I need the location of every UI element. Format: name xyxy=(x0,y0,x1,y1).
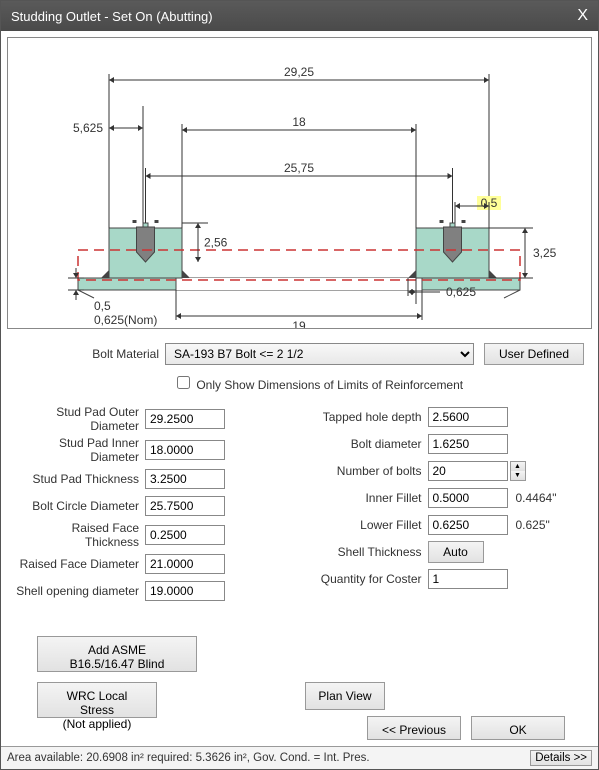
field-input[interactable] xyxy=(145,525,225,545)
field-input[interactable] xyxy=(428,434,508,454)
svg-text:0,5: 0,5 xyxy=(481,196,498,210)
svg-text:0,625: 0,625 xyxy=(446,285,476,299)
field-label: Stud Pad Inner Diameter xyxy=(15,436,145,464)
field-suffix: 0.625" xyxy=(516,518,550,532)
svg-text:5,625: 5,625 xyxy=(73,121,103,135)
field-label: Bolt diameter xyxy=(308,437,428,451)
field-input[interactable] xyxy=(145,440,225,460)
left-column: Stud Pad Outer Diameter Stud Pad Inner Di… xyxy=(15,402,292,606)
field-input[interactable] xyxy=(428,407,508,427)
field-input[interactable] xyxy=(428,515,508,535)
field-row: Stud Pad Thickness xyxy=(15,467,292,491)
field-label: Bolt Circle Diameter xyxy=(15,499,145,513)
field-input[interactable] xyxy=(145,409,225,429)
field-row: Bolt Circle Diameter xyxy=(15,494,292,518)
field-row: Raised Face Thickness xyxy=(15,521,292,549)
field-row: Shell ThicknessAuto xyxy=(308,540,585,564)
field-input[interactable] xyxy=(428,461,508,481)
field-input[interactable] xyxy=(145,496,225,516)
field-label: Lower Fillet xyxy=(308,518,428,532)
field-row: Bolt diameter xyxy=(308,432,585,456)
bolt-material-row: Bolt Material SA-193 B7 Bolt <= 2 1/2 Us… xyxy=(15,343,584,365)
plan-view-button[interactable]: Plan View xyxy=(305,682,385,710)
field-label: Shell opening diameter xyxy=(15,584,145,598)
wrc-local-stress-button[interactable]: WRC Local Stress (Not applied) xyxy=(37,682,157,718)
limits-checkbox-label[interactable]: Only Show Dimensions of Limits of Reinfo… xyxy=(173,378,463,392)
content: 29,255,6251825,750,52,563,250,50,625(Nom… xyxy=(1,31,598,746)
titlebar: Studding Outlet - Set On (Abutting) X xyxy=(1,1,598,31)
field-label: Number of bolts xyxy=(308,464,428,478)
svg-text:3,25: 3,25 xyxy=(533,246,557,260)
ok-button[interactable]: OK xyxy=(471,716,565,740)
field-label: Tapped hole depth xyxy=(308,410,428,424)
limits-checkbox-row: Only Show Dimensions of Limits of Reinfo… xyxy=(173,373,584,392)
svg-text:0,5: 0,5 xyxy=(94,299,111,313)
add-asme-blind-button[interactable]: Add ASME B16.5/16.47 Blind xyxy=(37,636,197,672)
spinner-up-icon[interactable]: ▲ xyxy=(511,462,525,471)
svg-text:19: 19 xyxy=(292,319,306,328)
field-input[interactable] xyxy=(145,581,225,601)
fields-columns: Stud Pad Outer Diameter Stud Pad Inner Di… xyxy=(15,402,584,606)
limits-checkbox[interactable] xyxy=(177,376,190,389)
field-label: Stud Pad Thickness xyxy=(15,472,145,486)
field-row: Raised Face Diameter xyxy=(15,552,292,576)
shell-thickness-auto-button[interactable]: Auto xyxy=(428,541,484,563)
diagram-svg: 29,255,6251825,750,52,563,250,50,625(Nom… xyxy=(8,38,591,328)
spinner: ▲▼ xyxy=(510,461,526,481)
close-icon[interactable]: X xyxy=(577,7,588,25)
svg-text:18: 18 xyxy=(292,115,306,129)
svg-text:25,75: 25,75 xyxy=(284,161,314,175)
field-input[interactable] xyxy=(428,569,508,589)
field-label: Inner Fillet xyxy=(308,491,428,505)
field-row: Shell opening diameter xyxy=(15,579,292,603)
bolt-material-select[interactable]: SA-193 B7 Bolt <= 2 1/2 xyxy=(165,343,474,365)
field-row: Stud Pad Inner Diameter xyxy=(15,436,292,464)
field-row: Tapped hole depth xyxy=(308,405,585,429)
field-row: Quantity for Coster xyxy=(308,567,585,591)
svg-text:0,625(Nom): 0,625(Nom) xyxy=(94,313,157,327)
field-row: Lower Fillet 0.625" xyxy=(308,513,585,537)
field-input[interactable] xyxy=(428,488,508,508)
field-label: Raised Face Diameter xyxy=(15,557,145,571)
previous-button[interactable]: << Previous xyxy=(367,716,461,740)
form-area: Bolt Material SA-193 B7 Bolt <= 2 1/2 Us… xyxy=(7,337,592,740)
field-row: Inner Fillet 0.4464" xyxy=(308,486,585,510)
field-label: Quantity for Coster xyxy=(308,572,428,586)
bolt-material-label: Bolt Material xyxy=(15,347,165,361)
status-text: Area available: 20.6908 in² required: 5.… xyxy=(7,752,370,764)
field-label: Shell Thickness xyxy=(308,545,428,559)
field-row: Number of bolts ▲▼ xyxy=(308,459,585,483)
field-input[interactable] xyxy=(145,554,225,574)
user-defined-button[interactable]: User Defined xyxy=(484,343,584,365)
window-title: Studding Outlet - Set On (Abutting) xyxy=(11,9,213,24)
svg-text:29,25: 29,25 xyxy=(284,65,314,79)
lower-buttons: Add ASME B16.5/16.47 Blind WRC Local Str… xyxy=(15,636,584,736)
diagram: 29,255,6251825,750,52,563,250,50,625(Nom… xyxy=(7,37,592,329)
right-column: Tapped hole depth Bolt diameter Number of … xyxy=(308,402,585,606)
field-input[interactable] xyxy=(145,469,225,489)
field-suffix: 0.4464" xyxy=(516,491,557,505)
svg-text:2,56: 2,56 xyxy=(204,236,228,250)
field-label: Raised Face Thickness xyxy=(15,521,145,549)
statusbar: Area available: 20.6908 in² required: 5.… xyxy=(1,746,598,769)
dialog-window: Studding Outlet - Set On (Abutting) X 29… xyxy=(0,0,599,770)
field-label: Stud Pad Outer Diameter xyxy=(15,405,145,433)
spinner-down-icon[interactable]: ▼ xyxy=(511,471,525,480)
field-row: Stud Pad Outer Diameter xyxy=(15,405,292,433)
